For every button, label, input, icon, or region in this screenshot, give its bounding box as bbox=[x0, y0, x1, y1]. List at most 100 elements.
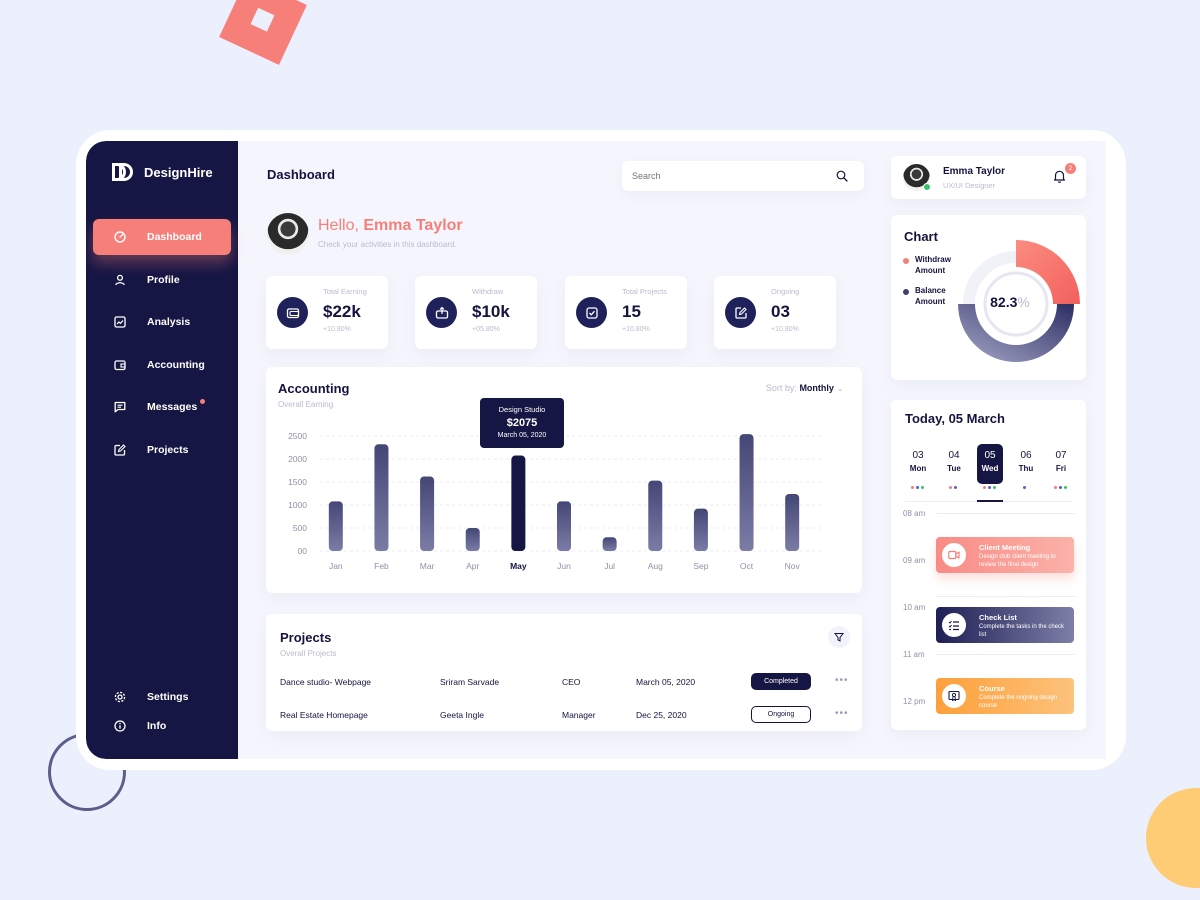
day-wednesday[interactable]: 05 Wed bbox=[977, 444, 1003, 484]
sidebar-item-messages[interactable]: Messages bbox=[93, 389, 231, 425]
wallet-icon bbox=[277, 297, 308, 328]
stat-card-withdraw[interactable]: Withdraw $10k +05.80% bbox=[415, 276, 537, 349]
bar-apr[interactable] bbox=[465, 528, 480, 551]
bar-oct[interactable] bbox=[739, 434, 754, 551]
sidebar-item-profile[interactable]: Profile bbox=[93, 262, 231, 298]
x-tick-label: May bbox=[510, 561, 527, 571]
day-monday[interactable]: 03 Mon bbox=[905, 444, 931, 484]
filter-button[interactable] bbox=[828, 626, 850, 648]
stat-card-total-projects[interactable]: Total Projects 15 +10.80% bbox=[565, 276, 687, 349]
sidebar-item-label: Projects bbox=[147, 443, 189, 456]
donut-unit: % bbox=[1017, 294, 1030, 310]
search-input[interactable] bbox=[632, 161, 822, 191]
time-label: 08 am bbox=[903, 509, 926, 518]
bar-nov[interactable] bbox=[785, 493, 800, 551]
project-date: Dec 25, 2020 bbox=[636, 710, 687, 720]
sidebar-item-settings[interactable]: Settings bbox=[93, 683, 231, 711]
donut-value: 82.3% bbox=[980, 294, 1040, 310]
event-description: Complete the ongoing design course bbox=[979, 695, 1058, 709]
notification-badge: 2 bbox=[1065, 163, 1076, 174]
video-icon bbox=[942, 543, 966, 567]
withdraw-icon bbox=[426, 297, 457, 328]
time-label: 12 pm bbox=[903, 697, 926, 706]
event-dot bbox=[993, 486, 996, 489]
sort-dropdown[interactable]: Sort by: Monthly ⌄ bbox=[766, 383, 844, 394]
bar-may[interactable] bbox=[511, 455, 526, 551]
bar-feb[interactable] bbox=[374, 444, 389, 551]
greeting-subtitle: Check your activities in this dashboard. bbox=[318, 240, 457, 249]
x-tick-label: Jul bbox=[604, 561, 615, 571]
sidebar-item-dashboard[interactable]: Dashboard bbox=[93, 219, 231, 255]
message-icon bbox=[113, 400, 127, 414]
greeting-hello: Hello, bbox=[318, 217, 364, 234]
status-badge: Completed bbox=[751, 673, 811, 690]
event-client-meeting[interactable]: Client Meeting Design club client meetin… bbox=[936, 537, 1074, 573]
bar-aug[interactable] bbox=[648, 480, 663, 551]
table-row[interactable]: Real Estate Homepage Geeta Ingle Manager… bbox=[280, 704, 850, 726]
y-tick-label: 1500 bbox=[288, 477, 307, 487]
sidebar-item-analysis[interactable]: Analysis bbox=[93, 304, 231, 340]
search-icon[interactable] bbox=[836, 169, 848, 187]
y-tick-label: 500 bbox=[293, 523, 307, 533]
brand[interactable]: DesignHire bbox=[112, 163, 213, 181]
event-course[interactable]: Course Complete the ongoing design cours… bbox=[936, 678, 1074, 714]
search-box bbox=[622, 161, 864, 191]
bar-jul[interactable] bbox=[602, 537, 617, 551]
user-icon bbox=[113, 273, 127, 287]
bar-sep[interactable] bbox=[693, 508, 708, 551]
stat-label: Total Earning bbox=[323, 287, 367, 296]
sidebar-item-projects[interactable]: Projects bbox=[93, 432, 231, 468]
x-tick-label: Sep bbox=[693, 561, 708, 571]
sort-value: Monthly bbox=[799, 383, 834, 393]
sidebar-bottom-nav: Settings Info bbox=[93, 683, 231, 741]
day-number: 06 bbox=[1020, 450, 1032, 461]
legend-label: Withdraw Amount bbox=[915, 255, 951, 275]
day-tuesday[interactable]: 04 Tue bbox=[941, 444, 967, 484]
sidebar-item-label: Messages bbox=[147, 401, 198, 413]
day-number: 07 bbox=[1055, 450, 1067, 461]
sidebar-item-info[interactable]: Info bbox=[93, 712, 231, 740]
table-row[interactable]: Dance studio- Webpage Sriram Sarvade CEO… bbox=[280, 671, 850, 693]
decorative-circle bbox=[1146, 788, 1200, 888]
user-card[interactable]: Emma Taylor UX/UI Designer 2 bbox=[891, 156, 1086, 199]
day-friday[interactable]: 07 Fri bbox=[1048, 444, 1074, 484]
avatar bbox=[267, 213, 309, 255]
event-dot bbox=[1064, 486, 1067, 489]
sidebar-item-label: Analysis bbox=[147, 316, 191, 328]
edit-icon bbox=[725, 297, 756, 328]
status-badge: Ongoing bbox=[751, 706, 811, 723]
sort-label: Sort by: bbox=[765, 383, 800, 393]
online-indicator bbox=[923, 183, 931, 191]
stat-value: 03 bbox=[771, 302, 790, 321]
stat-card-ongoing[interactable]: Ongoing 03 +10.80% bbox=[714, 276, 836, 349]
project-person: Geeta Ingle bbox=[440, 710, 484, 720]
wallet-icon bbox=[113, 358, 127, 372]
day-thursday[interactable]: 06 Thu bbox=[1013, 444, 1039, 484]
more-options-icon[interactable]: ••• bbox=[835, 708, 849, 719]
schedule-title: Today, 05 March bbox=[905, 411, 1005, 426]
x-tick-label: Oct bbox=[740, 561, 754, 571]
donut-center bbox=[983, 271, 1049, 337]
chevron-down-icon: ⌄ bbox=[836, 383, 844, 393]
event-dot bbox=[1059, 486, 1062, 489]
stat-change: +10.80% bbox=[323, 326, 351, 333]
stat-card-total-earning[interactable]: Total Earning $22k +10.80% bbox=[266, 276, 388, 349]
legend-swatch bbox=[903, 258, 909, 264]
user-role: UX/UI Designer bbox=[943, 181, 996, 190]
more-options-icon[interactable]: ••• bbox=[835, 675, 849, 686]
logo-icon bbox=[112, 163, 134, 181]
bar-jun[interactable] bbox=[557, 501, 571, 551]
sidebar-item-label: Settings bbox=[147, 691, 189, 703]
bar-mar[interactable] bbox=[420, 476, 435, 551]
sidebar-item-label: Profile bbox=[147, 273, 180, 286]
projects-card: Projects Overall Projects Dance studio- … bbox=[266, 614, 862, 731]
event-dots bbox=[1023, 486, 1026, 490]
event-check-list[interactable]: Check List Complete the tasks in the che… bbox=[936, 607, 1074, 643]
projects-title: Projects bbox=[280, 630, 332, 645]
sidebar-item-accounting[interactable]: Accounting bbox=[93, 347, 231, 383]
sidebar-nav: Dashboard Profile Analysis Accounting bbox=[93, 219, 231, 474]
schedule-card: Today, 05 March 03 Mon 04 Tue 05 Wed 06 Thu … bbox=[891, 400, 1086, 730]
bar-jan[interactable] bbox=[328, 501, 343, 551]
bell-icon[interactable] bbox=[1053, 169, 1066, 188]
greeting-name: Emma Taylor bbox=[363, 217, 463, 234]
